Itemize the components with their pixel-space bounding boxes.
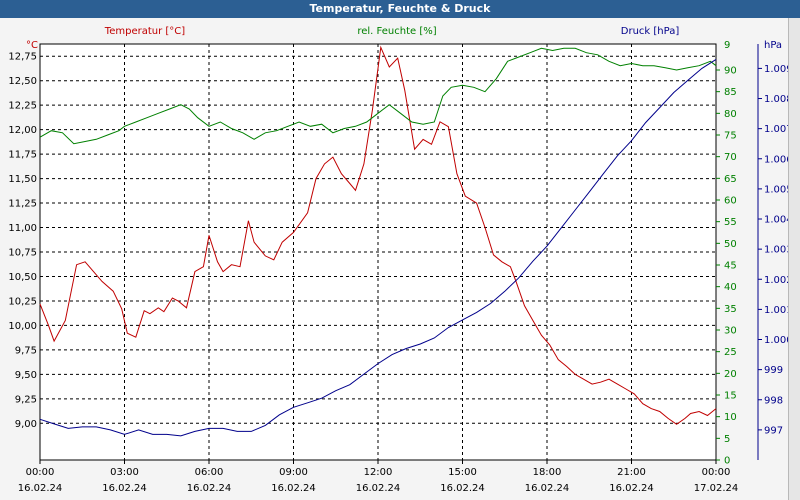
humidity-series-line (39, 47, 717, 145)
humidity-tick-label: 50 (724, 239, 737, 250)
x-tick-date-label: 17.02.24 (694, 483, 739, 494)
pressure-tick-label: 1.006 (764, 154, 793, 165)
temperature-tick-label: 12,25 (8, 101, 37, 112)
humidity-tick-label: 55 (724, 217, 737, 228)
humidity-tick-label: 85 (724, 87, 737, 98)
humidity-top-label: 9 (724, 40, 730, 51)
pressure-axis-title: Druck [hPa] (621, 26, 680, 37)
pressure-axis: 997 998 999 1.000 1.001 1.002 1.003 1.004 1.005 1… (757, 44, 793, 460)
temperature-tick-label: 11,00 (8, 223, 37, 234)
x-tick-date-label: 16.02.24 (102, 483, 147, 494)
humidity-tick-label: 65 (724, 174, 737, 185)
x-tick-time-label: 12:00 (364, 467, 393, 478)
chart-svg: 9,00 9,25 9,50 9,75 10,00 10,25 10,50 10,75 11,0… (8, 26, 793, 494)
humidity-tick-label: 40 (724, 282, 737, 293)
x-tick-date-label: 16.02.24 (271, 483, 316, 494)
temperature-unit-label: °C (26, 40, 38, 51)
chart-title: Temperatur, Feuchte & Druck (0, 0, 800, 18)
humidity-axis: 0 5 10 15 20 25 30 35 40 45 50 55 60 65 70 75 80 85 90 (716, 66, 737, 467)
temperature-axis: 9,00 9,25 9,50 9,75 10,00 10,25 10,50 10,75 11,0… (8, 52, 37, 430)
humidity-tick-label: 15 (724, 391, 737, 402)
temperature-tick-label: 10,50 (8, 272, 37, 283)
pressure-tick-label: 1.002 (764, 275, 793, 286)
temperature-tick-label: 9,25 (15, 394, 37, 405)
temperature-tick-label: 12,00 (8, 125, 37, 136)
right-edge-strip (788, 18, 800, 500)
x-tick-time-label: 15:00 (448, 467, 477, 478)
x-tick-time-label: 03:00 (110, 467, 139, 478)
series-layer (39, 45, 717, 437)
pressure-tick-label: 1.004 (764, 215, 793, 226)
x-tick-date-label: 16.02.24 (356, 483, 401, 494)
pressure-tick-label: 1.007 (764, 124, 793, 135)
humidity-tick-label: 20 (724, 369, 737, 380)
humidity-tick-label: 80 (724, 109, 737, 120)
temperature-tick-label: 12,75 (8, 52, 37, 63)
temperature-tick-label: 10,25 (8, 296, 37, 307)
grid-lines (40, 44, 716, 460)
humidity-axis-title: rel. Feuchte [%] (357, 26, 436, 37)
temperature-tick-label: 9,00 (15, 419, 37, 430)
humidity-tick-label: 45 (724, 261, 737, 272)
temperature-tick-label: 9,75 (15, 345, 37, 356)
pressure-series-line (39, 58, 717, 437)
x-tick-date-label: 16.02.24 (525, 483, 570, 494)
humidity-tick-label: 60 (724, 196, 737, 207)
pressure-tick-label: 1.003 (764, 245, 793, 256)
temperature-tick-label: 11,25 (8, 199, 37, 210)
x-tick-time-label: 00:00 (702, 467, 731, 478)
temperature-tick-label: 10,00 (8, 321, 37, 332)
x-tick-date-label: 16.02.24 (609, 483, 654, 494)
pressure-unit-label: hPa (764, 40, 782, 51)
humidity-tick-label: 0 (724, 456, 730, 467)
x-tick-time-label: 00:00 (26, 467, 55, 478)
x-tick-time-label: 21:00 (617, 467, 646, 478)
temperature-tick-label: 9,50 (15, 370, 37, 381)
x-tick-time-label: 18:00 (533, 467, 562, 478)
pressure-tick-label: 997 (764, 425, 783, 436)
temperature-tick-label: 10,75 (8, 248, 37, 259)
temperature-series-line (39, 45, 717, 425)
humidity-tick-label: 30 (724, 326, 737, 337)
x-tick-date-label: 16.02.24 (187, 483, 232, 494)
humidity-tick-label: 90 (724, 66, 737, 77)
pressure-tick-label: 999 (764, 365, 783, 376)
humidity-tick-label: 35 (724, 304, 737, 315)
pressure-tick-label: 1.008 (764, 94, 793, 105)
x-tick-date-label: 16.02.24 (440, 483, 485, 494)
humidity-tick-label: 70 (724, 152, 737, 163)
x-axis: 00:00 16.02.24 03:00 16.02.24 06:00 16.02.24 0… (18, 460, 739, 494)
temperature-tick-label: 11,75 (8, 150, 37, 161)
humidity-tick-label: 75 (724, 131, 737, 142)
temperature-tick-label: 11,50 (8, 174, 37, 185)
humidity-tick-label: 10 (724, 412, 737, 423)
pressure-tick-label: 1.001 (764, 305, 793, 316)
pressure-tick-label: 1.009 (764, 64, 793, 75)
temperature-tick-label: 12,50 (8, 76, 37, 87)
pressure-tick-label: 1.005 (764, 184, 793, 195)
pressure-tick-label: 1.000 (764, 335, 793, 346)
x-tick-time-label: 09:00 (279, 467, 308, 478)
temperature-axis-title: Temperatur [°C] (104, 26, 185, 37)
x-tick-date-label: 16.02.24 (18, 483, 63, 494)
humidity-tick-label: 25 (724, 347, 737, 358)
pressure-tick-label: 998 (764, 395, 783, 406)
humidity-tick-label: 5 (724, 434, 730, 445)
x-tick-time-label: 06:00 (195, 467, 224, 478)
